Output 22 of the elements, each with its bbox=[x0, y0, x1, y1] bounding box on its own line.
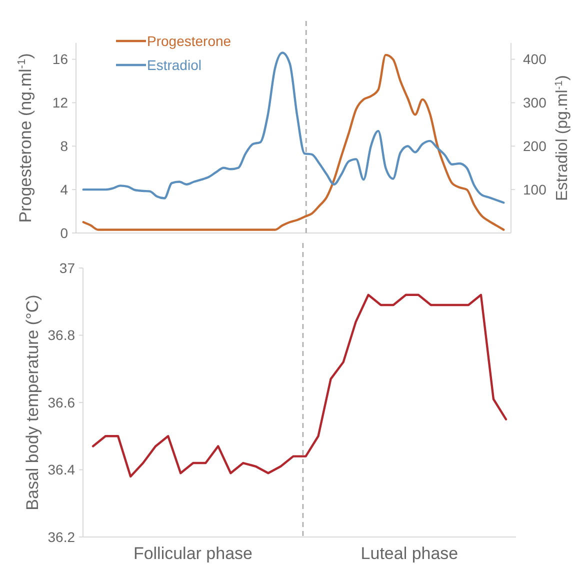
line-series bbox=[82, 54, 505, 231]
y-tick-label: 16 bbox=[52, 51, 68, 68]
y2-tick-label: 200 bbox=[523, 138, 547, 154]
line-series bbox=[82, 52, 505, 204]
y-tick-label: 36.6 bbox=[48, 394, 76, 410]
y-tick-label: 37 bbox=[59, 260, 76, 276]
text: Luteal phase bbox=[360, 544, 458, 563]
y2-tick-label: 400 bbox=[523, 51, 547, 68]
y-tick-label: 36.4 bbox=[48, 462, 76, 478]
y-tick-label: 0 bbox=[60, 224, 68, 241]
text: Follicular phase bbox=[133, 544, 253, 563]
y-tick-label: 4 bbox=[60, 181, 68, 198]
y-tick-label: 36.8 bbox=[48, 327, 76, 344]
y-tick-label: 12 bbox=[52, 94, 68, 111]
legend-label: Progesterone bbox=[147, 32, 232, 49]
y2-tick-label: 100 bbox=[523, 181, 547, 198]
y-tick-label: 8 bbox=[60, 138, 68, 154]
y-axis-title: Basal body temperature (°C) bbox=[23, 294, 42, 510]
y-tick-label: 36.2 bbox=[48, 528, 76, 545]
legend-label: Estradiol bbox=[147, 56, 202, 73]
y2-tick-label: 300 bbox=[523, 94, 547, 111]
line-series bbox=[92, 294, 508, 478]
